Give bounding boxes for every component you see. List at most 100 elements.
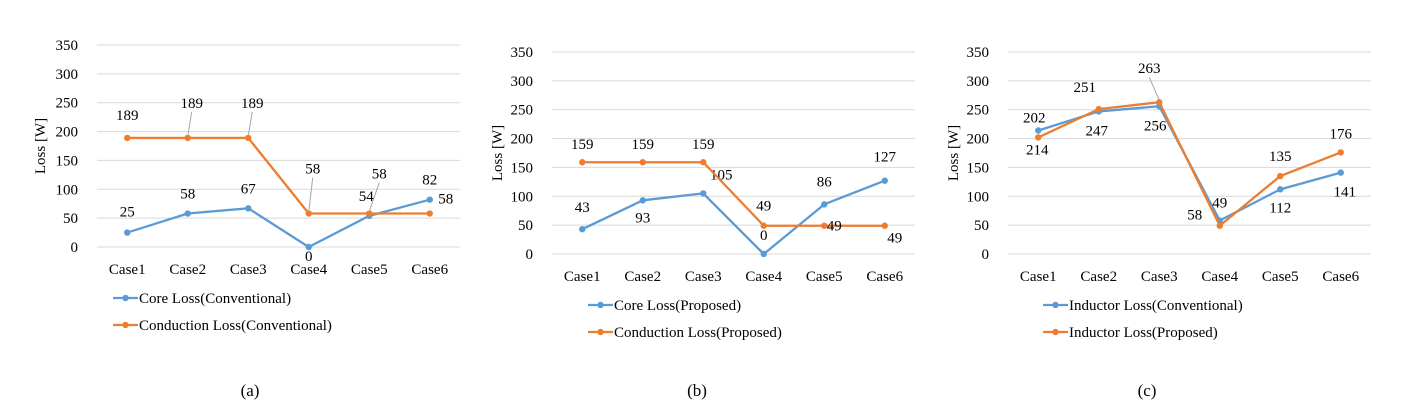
- data-label: 189: [116, 108, 139, 124]
- data-point: [700, 190, 707, 197]
- legend-label: Inductor Loss(Proposed): [1069, 325, 1218, 341]
- data-point: [821, 222, 828, 229]
- data-label: 86: [817, 174, 833, 190]
- y-tick-label: 350: [56, 38, 79, 54]
- data-point: [1216, 222, 1223, 229]
- x-tick-label: Case6: [866, 269, 903, 285]
- data-label: 112: [1269, 200, 1291, 216]
- leader-line: [187, 111, 193, 137]
- x-tick-label: Case6: [411, 262, 448, 278]
- chart-3: 0 50 100 150 200 250 300 350 Case1 Case2 Case3 Case…: [946, 45, 1371, 400]
- data-label: 159: [632, 137, 655, 153]
- data-label: 202: [1023, 110, 1046, 126]
- data-point: [579, 159, 586, 166]
- data-label: 58: [438, 192, 453, 208]
- data-label: 67: [241, 181, 257, 197]
- x-tick-label: Case2: [624, 269, 661, 285]
- data-point: [124, 229, 131, 236]
- data-label: 49: [887, 231, 902, 247]
- data-point: [639, 197, 646, 204]
- legend-marker: [1052, 301, 1059, 309]
- data-label: 247: [1086, 123, 1109, 139]
- y-tick-label: 0: [526, 247, 534, 263]
- y-tick-label: 50: [974, 218, 989, 234]
- chart-2: 0 50 100 150 200 250 300 350 Case1 Case2 Case3 Case…: [490, 45, 915, 400]
- data-label: 93: [635, 210, 650, 226]
- data-point: [639, 159, 646, 166]
- legend-marker: [122, 321, 129, 329]
- leader-line: [368, 182, 380, 212]
- y-tick-label: 250: [967, 103, 990, 119]
- data-point: [184, 210, 191, 217]
- x-tick-label: Case6: [1322, 269, 1359, 285]
- y-tick-label: 100: [56, 182, 79, 198]
- data-label: 159: [692, 137, 715, 153]
- data-label: 135: [1269, 149, 1292, 165]
- data-label: 43: [575, 200, 590, 216]
- y-tick-label: 300: [511, 74, 534, 90]
- data-point: [1035, 127, 1042, 134]
- data-point: [124, 134, 131, 142]
- y-tick-label: 150: [511, 160, 534, 176]
- legend-marker: [597, 301, 604, 309]
- data-label: 49: [827, 219, 842, 235]
- data-point: [426, 196, 433, 203]
- chart-caption: (a): [241, 381, 260, 400]
- legend-label: Conduction Loss(Conventional): [139, 318, 332, 334]
- series-line: [1037, 101, 1342, 227]
- data-point: [1337, 149, 1344, 156]
- data-point: [579, 225, 586, 233]
- legend-marker: [122, 294, 129, 302]
- leader-line: [1148, 77, 1160, 101]
- legend-label: Core Loss(Conventional): [139, 291, 291, 307]
- series-line: [126, 198, 431, 249]
- y-tick-label: 250: [56, 96, 79, 112]
- data-label: 105: [710, 167, 733, 183]
- y-tick-label: 200: [967, 132, 990, 148]
- legend-label: Conduction Loss(Proposed): [614, 325, 782, 341]
- data-point: [1337, 169, 1344, 176]
- data-point: [760, 222, 767, 229]
- y-tick-label: 350: [511, 45, 534, 61]
- x-tick-label: Case3: [230, 262, 267, 278]
- y-tick-label: 150: [967, 160, 990, 176]
- data-point: [881, 177, 888, 184]
- data-point: [1277, 172, 1284, 180]
- series-line: [582, 161, 885, 227]
- data-label: 58: [1187, 208, 1202, 224]
- data-label: 176: [1330, 126, 1353, 142]
- data-point: [1277, 186, 1284, 193]
- data-label: 256: [1144, 118, 1167, 134]
- data-label: 251: [1074, 80, 1097, 96]
- data-label: 0: [305, 249, 313, 265]
- data-point: [245, 205, 252, 212]
- x-tick-label: Case5: [806, 269, 843, 285]
- data-label: 159: [571, 137, 594, 153]
- y-tick-label: 100: [511, 189, 534, 205]
- chart-caption: (b): [687, 381, 707, 400]
- data-label: 127: [874, 150, 897, 166]
- y-tick-label: 200: [56, 125, 79, 141]
- data-point: [366, 210, 373, 217]
- x-tick-label: Case2: [169, 262, 206, 278]
- data-point: [305, 210, 312, 217]
- data-label: 189: [181, 96, 204, 112]
- data-point: [426, 210, 433, 217]
- x-tick-label: Case1: [564, 269, 601, 285]
- data-label: 141: [1334, 185, 1357, 201]
- x-tick-label: Case1: [1020, 269, 1057, 285]
- data-point: [245, 134, 252, 142]
- leader-line: [308, 177, 314, 212]
- y-tick-label: 100: [967, 189, 990, 205]
- y-tick-label: 0: [982, 247, 990, 263]
- chart-caption: (c): [1138, 381, 1157, 400]
- y-axis-label: Loss [W]: [33, 118, 49, 174]
- data-point: [700, 159, 707, 166]
- data-label: 49: [1212, 196, 1227, 212]
- leader-line: [247, 111, 253, 137]
- x-tick-label: Case5: [1262, 269, 1299, 285]
- y-tick-label: 150: [56, 153, 79, 169]
- legend-marker: [597, 328, 604, 336]
- data-point: [305, 243, 312, 251]
- x-tick-label: Case4: [745, 269, 782, 285]
